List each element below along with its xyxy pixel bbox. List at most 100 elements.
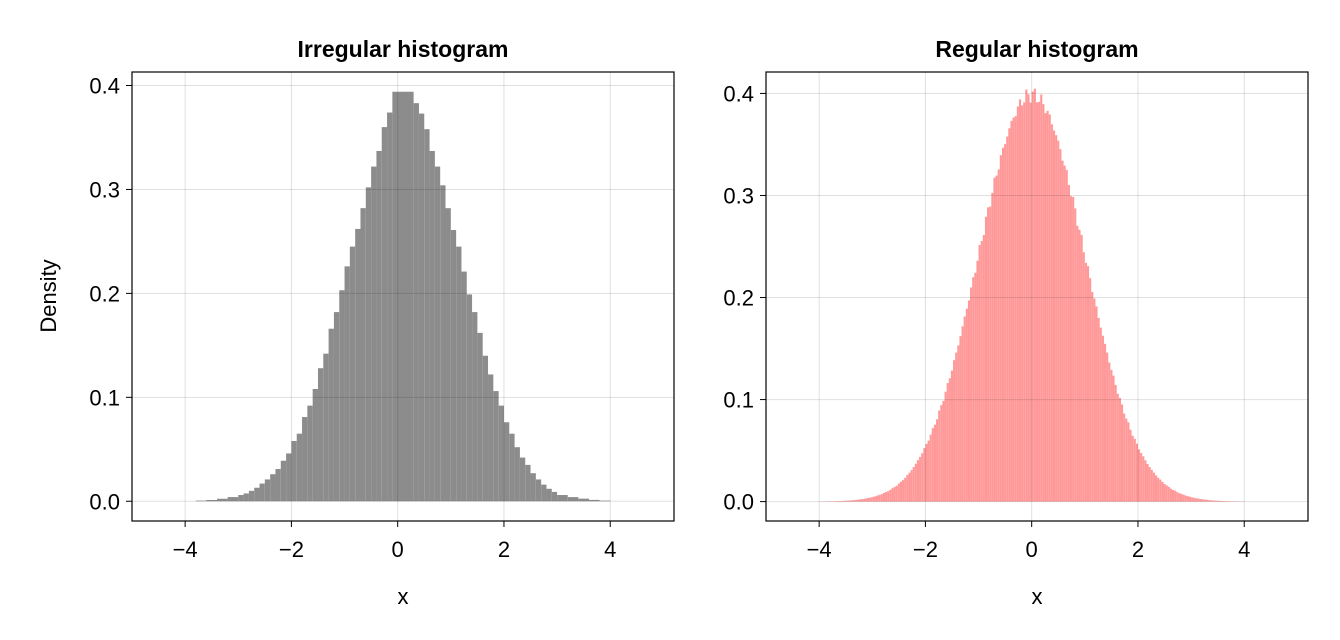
histogram-bar <box>243 493 249 502</box>
x-tick-label: 4 <box>1238 537 1250 562</box>
histogram-bar <box>1218 500 1221 502</box>
histogram-bar <box>1097 317 1100 502</box>
histogram-bar <box>855 499 858 502</box>
histogram-bar <box>546 488 552 502</box>
histogram-bar <box>1176 492 1179 502</box>
histogram-bar <box>908 472 911 502</box>
histogram-bar <box>993 177 996 502</box>
histogram-bar <box>1110 369 1113 502</box>
histogram-bar <box>1061 160 1064 502</box>
histogram-bar <box>1148 467 1151 502</box>
histogram-bar <box>450 229 457 502</box>
histogram-bar <box>371 166 377 502</box>
histogram-bar <box>488 374 494 502</box>
histogram-bar <box>1038 101 1041 502</box>
histogram-bar <box>910 470 913 502</box>
histogram-bar <box>1052 130 1056 502</box>
histogram-bar <box>509 433 515 502</box>
histogram-bar <box>1006 136 1009 502</box>
y-tick-label: 0.1 <box>89 385 120 410</box>
histogram-bar <box>1069 196 1073 502</box>
histogram-bar <box>853 500 856 502</box>
histogram-bar <box>838 501 841 502</box>
histogram-bar <box>1212 500 1215 502</box>
histogram-bar <box>897 483 900 502</box>
histogram-bar <box>238 495 244 502</box>
histogram-bar <box>264 479 271 502</box>
histogram-bar <box>1137 449 1141 502</box>
histogram-bar <box>1057 140 1060 502</box>
histogram-bar <box>302 417 308 502</box>
histogram-bar <box>1114 384 1117 502</box>
histogram-bar <box>1023 102 1026 502</box>
histogram-bar <box>904 477 907 502</box>
histogram-bar <box>551 491 558 502</box>
histogram-bar <box>882 493 886 502</box>
histogram-bar <box>1046 110 1049 502</box>
histogram-bar <box>286 453 292 502</box>
histogram-bar <box>1093 298 1096 502</box>
histogram-bar <box>836 501 839 502</box>
histogram-bar <box>963 316 966 502</box>
histogram-bar <box>1131 435 1134 502</box>
histogram-bar <box>991 192 994 502</box>
histogram-bar <box>206 500 218 502</box>
histogram-bar <box>355 228 361 502</box>
histogram-bar <box>1018 99 1022 502</box>
histogram-bar <box>434 166 441 502</box>
histogram-bar <box>1031 91 1034 502</box>
histogram-bar <box>840 500 843 502</box>
histogram-bar <box>942 400 945 502</box>
histogram-bar <box>312 389 318 502</box>
histogram-bar <box>275 469 281 502</box>
histogram-bar <box>588 499 600 502</box>
histogram-bar <box>482 355 489 502</box>
histogram-bar <box>567 497 579 502</box>
histogram-bar <box>921 453 924 502</box>
histogram-bar <box>970 287 973 502</box>
histogram-bar <box>525 464 531 502</box>
histogram-bar <box>339 290 345 502</box>
y-tick-label: 0.3 <box>89 177 120 202</box>
histogram-bar <box>1178 493 1181 502</box>
histogram-bar <box>965 308 968 502</box>
histogram-bar <box>1199 499 1202 502</box>
histogram-bar <box>1195 498 1198 502</box>
chart-title: Regular histogram <box>935 36 1138 62</box>
histogram-bar <box>296 433 303 502</box>
histogram-bar <box>933 424 937 502</box>
x-tick-label: 2 <box>1132 537 1144 562</box>
histogram-bar <box>227 497 239 502</box>
histogram-bar <box>599 500 611 502</box>
histogram-bar <box>1033 88 1036 502</box>
histogram-bar <box>1191 497 1194 502</box>
histogram-bar <box>899 481 903 502</box>
histogram-bar <box>514 447 520 502</box>
histogram-bar <box>1165 485 1168 502</box>
histogram-bar <box>1014 116 1017 502</box>
x-tick-label: −2 <box>913 537 938 562</box>
y-tick-label: 0.0 <box>723 490 754 515</box>
histogram-bar <box>1180 493 1183 502</box>
histogram-bar <box>870 497 873 502</box>
histogram-bar <box>950 370 954 502</box>
histogram-bar <box>360 208 366 502</box>
histogram-bar <box>995 175 998 502</box>
histogram-bar <box>938 410 941 502</box>
histogram-bar <box>1084 262 1087 502</box>
histogram-bar <box>1091 291 1094 502</box>
histogram-bar <box>1001 147 1005 502</box>
histogram-bar <box>1210 500 1213 502</box>
histogram-bar <box>466 294 473 502</box>
x-tick-label: 0 <box>392 537 404 562</box>
x-tick-label: −4 <box>807 537 832 562</box>
histogram-bar <box>1074 208 1077 502</box>
y-tick-label: 0.4 <box>89 74 120 99</box>
histogram-bar <box>972 277 975 502</box>
histogram-bar <box>1159 479 1162 502</box>
histogram-bar <box>997 169 1000 502</box>
histogram-bar <box>413 103 419 502</box>
chart-title: Irregular histogram <box>298 36 509 62</box>
x-axis-label: x <box>1032 584 1043 609</box>
